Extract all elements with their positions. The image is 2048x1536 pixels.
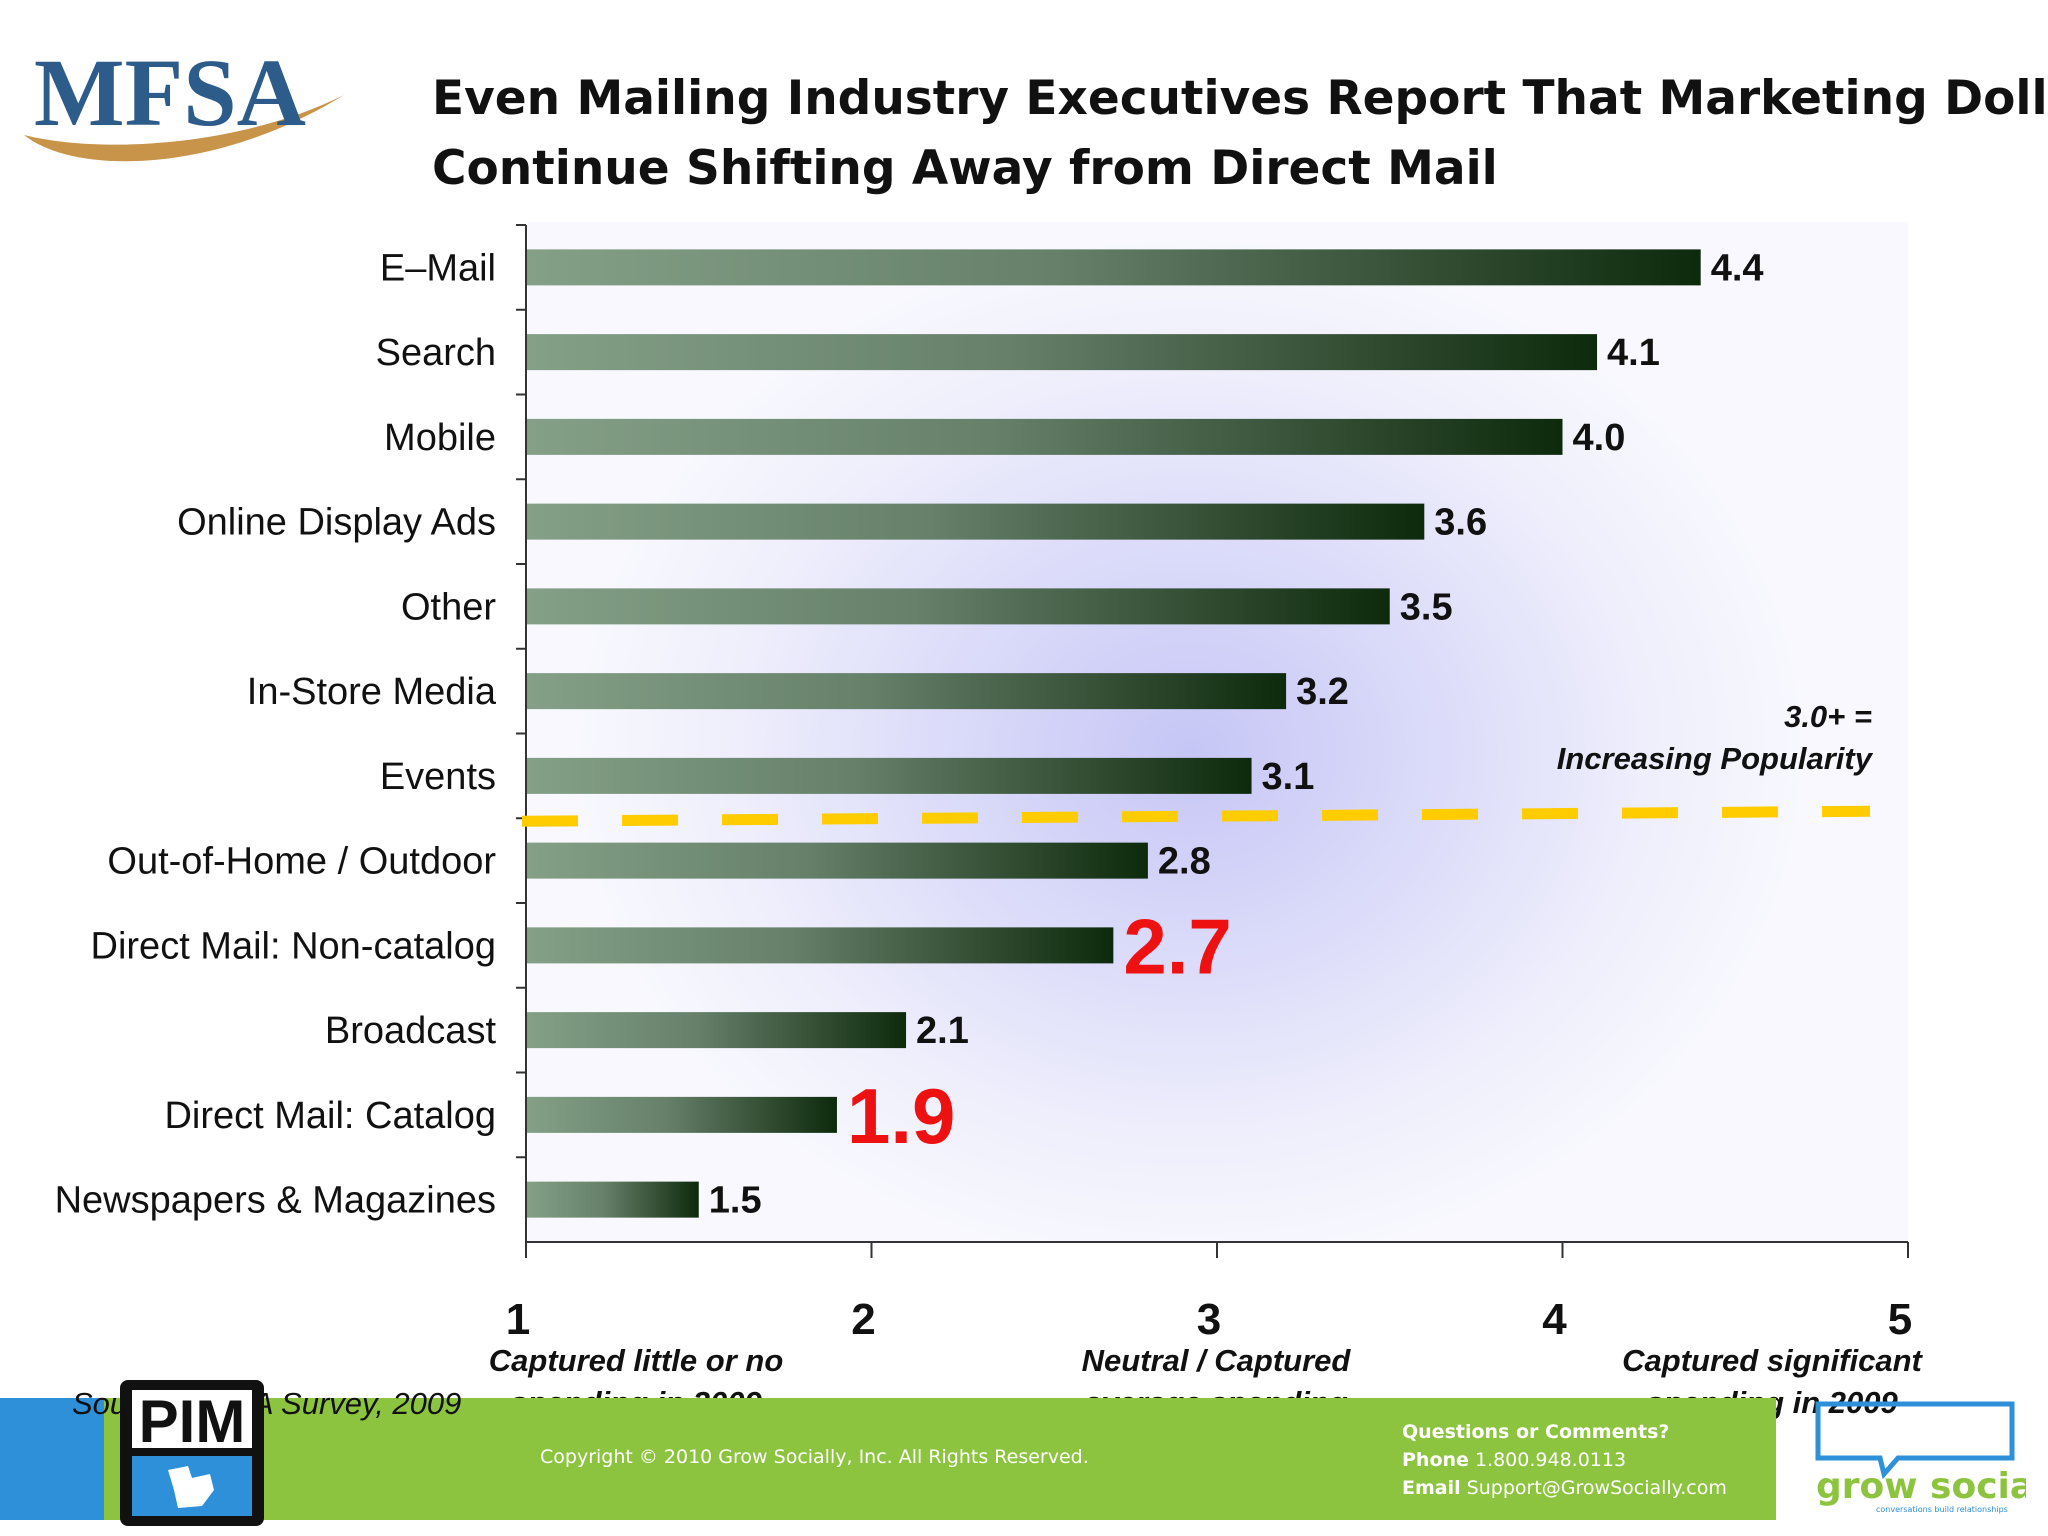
category-label: Direct Mail: Non-catalog <box>91 925 496 967</box>
grow-socially-brand: grow socially <box>1816 1466 2026 1507</box>
x-tick-label: 2 <box>851 1295 875 1344</box>
bar-5 <box>526 588 1390 625</box>
x-tick-label: 3 <box>1197 1295 1221 1344</box>
title-line-2: Continue Shifting Away from Direct Mail <box>432 141 1498 196</box>
x-tick-label: 1 <box>506 1295 530 1344</box>
category-label: E–Mail <box>380 247 496 289</box>
bar-12 <box>526 1181 699 1218</box>
bar-11 <box>526 1096 837 1133</box>
grow-socially-logo: grow socially conversations build relati… <box>1806 1396 2048 1516</box>
threshold-value-note: 3.0+ = <box>1784 699 1872 734</box>
bar-3 <box>526 418 1563 455</box>
mfsa-logo-text: MFSA <box>34 39 306 146</box>
category-label: Other <box>401 586 496 628</box>
bar-6 <box>526 673 1287 710</box>
value-label: 3.1 <box>1262 756 1315 798</box>
questions-heading: Questions or Comments? <box>1402 1421 1670 1443</box>
phone-label: Phone <box>1402 1449 1469 1471</box>
value-label: 1.9 <box>847 1072 955 1160</box>
value-label: 2.8 <box>1158 841 1211 883</box>
value-label: 4.1 <box>1607 332 1660 374</box>
bar-7 <box>526 757 1252 794</box>
x-tick-label: 4 <box>1542 1295 1567 1344</box>
bar-10 <box>526 1012 907 1049</box>
value-label: 3.5 <box>1400 586 1453 628</box>
bar-4 <box>526 503 1425 540</box>
value-label: 3.6 <box>1434 502 1487 544</box>
value-label: 2.1 <box>916 1010 969 1052</box>
pim-logo: PIM <box>118 1378 266 1528</box>
bar-8 <box>526 842 1148 879</box>
footer-green-band <box>104 1398 1776 1520</box>
threshold-label: Increasing Popularity <box>1556 741 1872 776</box>
category-label: Online Display Ads <box>177 502 496 544</box>
x-tick-label: 5 <box>1888 1295 1912 1344</box>
category-label: Events <box>380 756 496 798</box>
slide-title: Even Mailing Industry Executives Report … <box>432 64 2048 204</box>
title-line-1: Even Mailing Industry Executives Report … <box>432 71 2048 126</box>
bar-2 <box>526 334 1598 371</box>
category-label: Out-of-Home / Outdoor <box>107 841 496 883</box>
value-label: 3.2 <box>1296 671 1349 713</box>
category-label: Newspapers & Magazines <box>55 1180 496 1222</box>
category-label: Search <box>376 332 496 374</box>
threshold-line <box>521 805 1871 827</box>
footer-blue-band <box>0 1398 104 1520</box>
copyright-text: Copyright © 2010 Grow Socially, Inc. All… <box>540 1446 1089 1468</box>
value-label: 2.7 <box>1123 902 1231 990</box>
category-label: Direct Mail: Catalog <box>164 1095 496 1137</box>
grow-socially-tagline: conversations build relationships <box>1876 1505 2008 1514</box>
mfsa-logo: MFSA <box>14 25 374 165</box>
pim-logo-text: PIM <box>139 1388 246 1455</box>
category-label: Mobile <box>384 417 496 459</box>
category-label: In-Store Media <box>247 671 497 713</box>
bar-1 <box>526 249 1701 286</box>
email-address[interactable]: Support@GrowSocially.com <box>1466 1477 1727 1499</box>
email-label: Email <box>1402 1477 1461 1499</box>
value-label: 1.5 <box>709 1180 762 1222</box>
phone-number: 1.800.948.0113 <box>1474 1449 1627 1471</box>
contact-block: Questions or Comments? Phone 1.800.948.0… <box>1402 1418 1727 1502</box>
bar-9 <box>526 927 1114 964</box>
category-label: Broadcast <box>325 1010 497 1052</box>
plot-background <box>528 222 1908 1242</box>
value-label: 4.0 <box>1573 417 1626 459</box>
value-label: 4.4 <box>1711 247 1764 289</box>
threshold-annotation: 3.0+ = Increasing Popularity <box>1557 696 1872 780</box>
